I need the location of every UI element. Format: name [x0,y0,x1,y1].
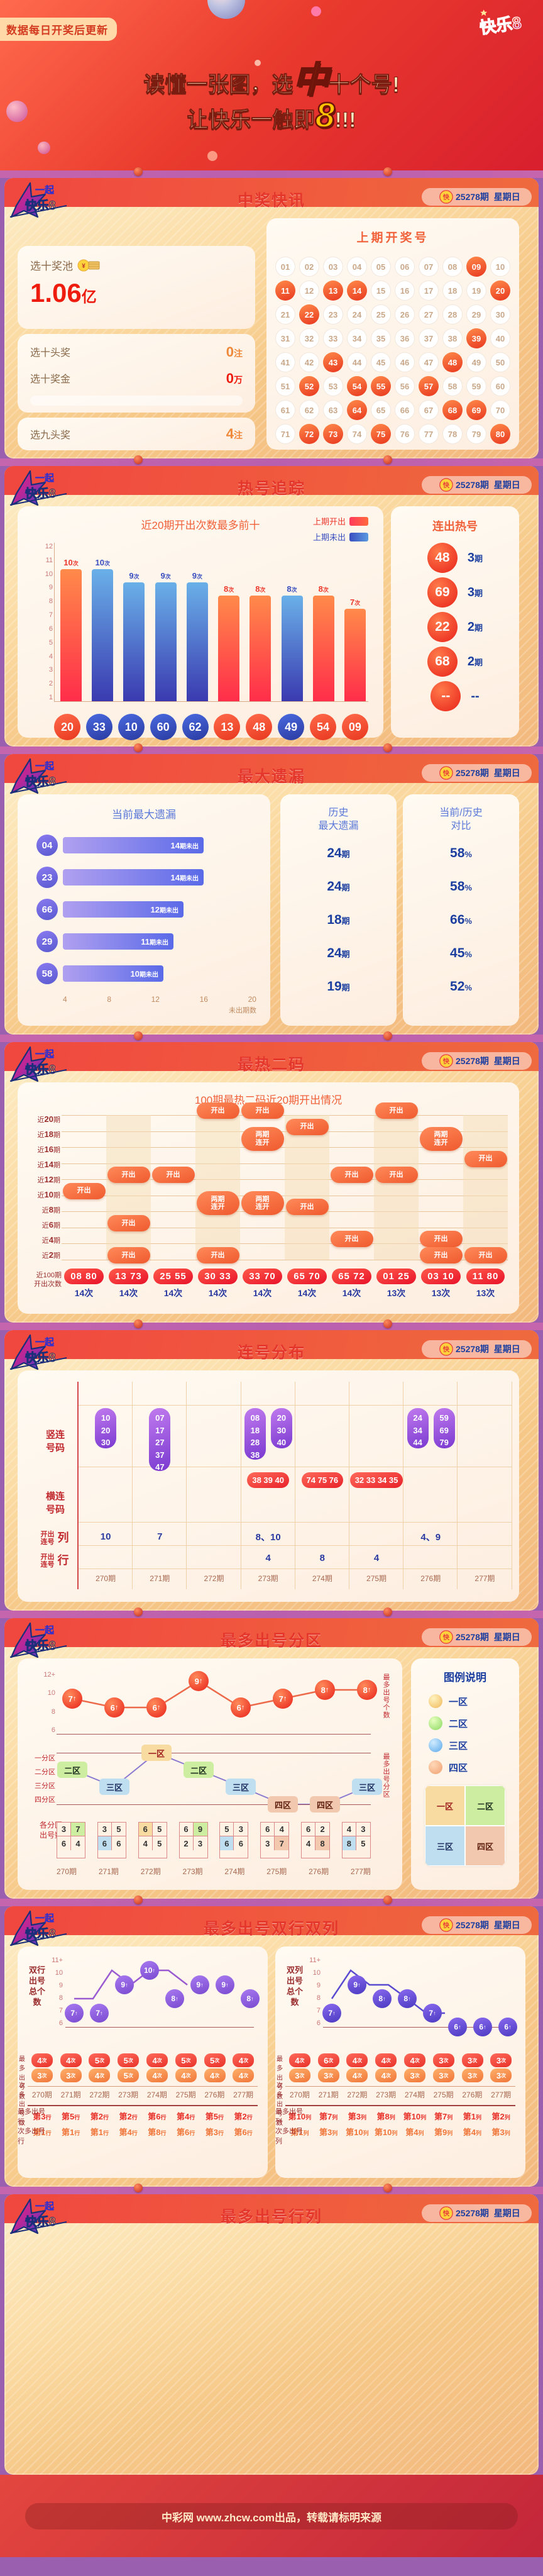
svg-text:一起: 一起 [35,761,55,772]
svg-text:一起: 一起 [35,2201,55,2212]
svg-text:一起: 一起 [35,1337,55,1348]
svg-text:一起: 一起 [35,473,55,484]
svg-text:一起: 一起 [35,1913,55,1924]
svg-text:快: 快 [443,1345,450,1353]
svg-text:快: 快 [443,1633,450,1641]
svg-text:一起: 一起 [35,1049,55,1060]
svg-text:¥: ¥ [82,263,85,270]
svg-text:快: 快 [443,2209,450,2218]
svg-text:快: 快 [443,193,450,201]
svg-text:快乐8: 快乐8 [478,13,522,37]
svg-text:快: 快 [443,1057,450,1065]
svg-text:一起: 一起 [35,185,55,196]
svg-text:快: 快 [443,1921,450,1929]
svg-text:快: 快 [443,769,450,777]
svg-text:快: 快 [443,481,450,489]
svg-text:一起: 一起 [35,1625,55,1636]
